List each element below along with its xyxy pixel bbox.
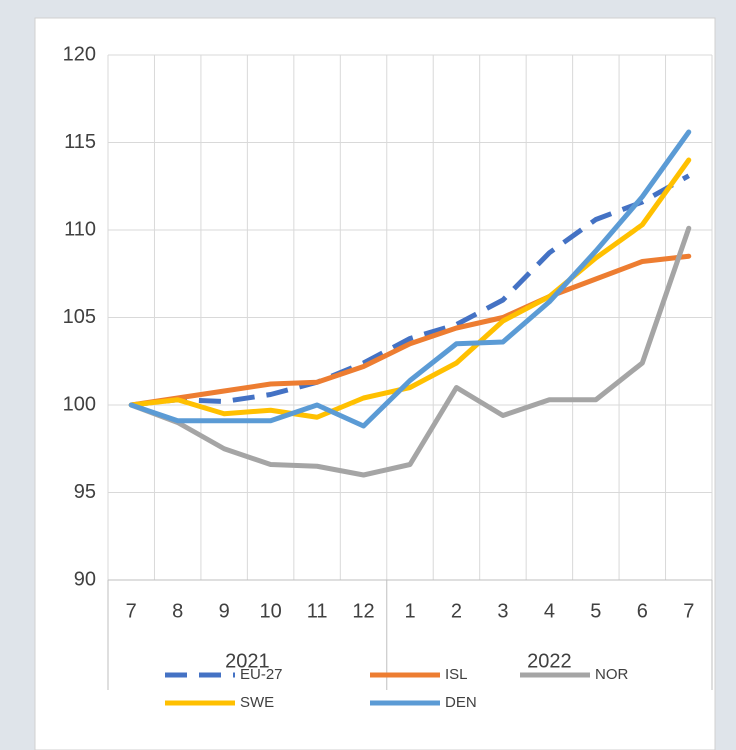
y-tick-label: 95: [74, 481, 96, 503]
y-tick-label: 105: [63, 306, 96, 328]
x-tick-label: 2: [451, 600, 462, 622]
x-tick-label: 11: [307, 600, 328, 622]
chart-panel: [34, 17, 716, 750]
series-line: [130, 173, 690, 408]
y-tick-label: 115: [64, 131, 96, 153]
group-label: 2022: [527, 650, 572, 672]
x-tick-label: 9: [219, 600, 230, 622]
y-tick-label: 110: [64, 218, 96, 240]
x-tick-label: 10: [259, 600, 281, 622]
x-tick-label: 5: [590, 600, 601, 622]
y-tick-label: 100: [63, 393, 96, 415]
x-tick-label: 12: [352, 600, 374, 622]
x-tick-label: 7: [683, 600, 694, 622]
series-line: [128, 253, 692, 408]
legend-label: DEN: [445, 694, 477, 711]
y-tick-label: 120: [63, 43, 96, 65]
x-tick-label: 3: [497, 600, 508, 622]
x-tick-label: 4: [544, 600, 555, 622]
x-tick-label: 6: [637, 600, 648, 622]
legend-label: NOR: [595, 666, 629, 683]
series-line: [128, 225, 692, 478]
y-tick-label: 90: [74, 568, 96, 590]
x-tick-label: 8: [172, 600, 183, 622]
x-tick-label: 1: [404, 600, 415, 622]
legend-label: SWE: [240, 694, 274, 711]
group-label: 2021: [225, 650, 270, 672]
legend-label: ISL: [445, 666, 468, 683]
legend-label: EU-27: [240, 666, 283, 683]
x-tick-label: 7: [126, 600, 137, 622]
series-line: [128, 157, 692, 420]
series-line: [128, 129, 692, 429]
